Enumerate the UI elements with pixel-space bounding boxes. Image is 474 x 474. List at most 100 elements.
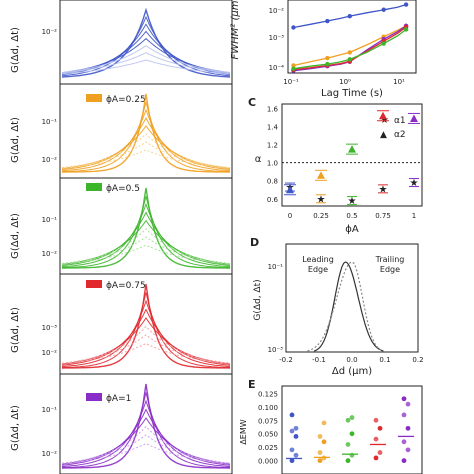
left-curves [61, 7, 231, 469]
peak-curve-3-7 [61, 342, 231, 365]
panel-e-point-0-6 [289, 412, 295, 418]
panel-c-xtick: 0 [288, 212, 292, 220]
legend-label-1: ϕA=1 [106, 394, 131, 404]
panel-d-label: D [250, 236, 259, 249]
panel-e-frame [281, 385, 423, 474]
panel-b-ytick-1: 10⁻² [269, 7, 285, 15]
panel-e-point-0-0 [289, 458, 295, 464]
peak-curve-0-4 [61, 37, 231, 74]
panel-e-marks: 0.000 0.025 0.050 0.075 0.100 0.125 [258, 390, 414, 466]
peak-curve-1-7 [61, 149, 231, 169]
left-ylabel-5: G(Δd, Δt) [10, 405, 21, 451]
panel-e-point-4-3 [405, 425, 411, 431]
peak-curve-1-6 [61, 141, 231, 169]
peak-curve-4-4 [61, 417, 231, 465]
panel-b-xtick-2: 10⁰ [339, 78, 351, 86]
panel-d-ylabel: G(Δd, Δt) [253, 279, 263, 320]
panel-e-ytick: 0.050 [258, 431, 278, 439]
panel-d-frame [285, 243, 419, 353]
panel-e-point-0-5 [293, 425, 299, 431]
panel-e-ylabel: ΔEMW [239, 419, 248, 444]
panel-c-legend-alpha2: α2 [394, 130, 406, 140]
peak-curve-3-2 [61, 299, 231, 368]
panel-c-label: C [248, 96, 256, 109]
panel-c-alpha2-2 [348, 145, 356, 153]
panel-c-xtick: 0.5 [346, 212, 357, 220]
peak-curve-2-7 [61, 244, 231, 265]
legend-label-075: ϕA=0.75 [106, 281, 146, 291]
peak-curve-3-4 [61, 317, 231, 365]
panel-c-legend-alpha1: α1 [394, 116, 406, 126]
panel-e-point-4-4 [401, 412, 407, 418]
panel-e-point-4-5 [405, 401, 411, 407]
panel-e-point-3-0 [373, 455, 379, 461]
panel-b-marks [291, 2, 409, 73]
panel-e-ytick: 0.025 [258, 444, 278, 452]
panel-e-point-4-6 [401, 396, 407, 402]
peak-curve-2-6 [61, 236, 231, 264]
left-tick-7: 10⁻² [42, 349, 58, 357]
peak-curve-3-5 [61, 325, 231, 364]
panel-c-xtick: 1 [412, 212, 416, 220]
peak-curve-2-1 [61, 196, 231, 269]
panel-b-point-blue-0 [291, 25, 296, 30]
panel-d: D G(Δd, Δt) 10⁻¹ 10⁻³ Δd (μm) Leading Edg… [250, 236, 424, 377]
legend-triangle-icon: ▲ [380, 130, 387, 140]
panel-b-point-green-2 [325, 61, 330, 67]
panel-c-marks: 0.60.81.01.21.41.600.250.50.751★★★★★ [267, 106, 422, 220]
peak-curve-4-0 [61, 383, 231, 469]
panel-c: C α ϕA ★ α1 ▲ α2 0.6 0.8 1.0 1.2 1.4 1.6 0 0.25… [248, 96, 423, 235]
panel-b-point-green-8 [403, 27, 409, 32]
panel-d-trailing-curve [307, 261, 384, 352]
panel-c-alpha1-1: ★ [317, 194, 326, 205]
panel-b-point-blue-6 [381, 7, 386, 12]
panel-d-leading-curve [313, 261, 384, 352]
panel-e-point-3-4 [373, 417, 379, 423]
panel-e-point-2-0 [345, 458, 351, 464]
panel-c-ytick: 0.8 [267, 178, 278, 186]
panel-c-ytick: 1.2 [267, 142, 278, 150]
panel-d-ytick-2: 10⁻³ [268, 346, 284, 354]
peak-curve-1-4 [61, 125, 231, 169]
panel-e-point-4-0 [401, 458, 407, 464]
panel-b-point-orange-4 [347, 50, 352, 55]
panel-e-point-1-4 [317, 434, 323, 439]
legend-swatch-green [86, 183, 102, 191]
panel-e-ytick: 0.000 [258, 458, 278, 466]
legend-phi-075: ϕA=0.75 [86, 280, 146, 291]
peak-curve-2-5 [61, 228, 231, 265]
panel-c-xtick: 0.25 [313, 212, 329, 220]
panel-e-point-1-3 [321, 439, 327, 445]
panel-c-ytick: 1.0 [267, 160, 278, 168]
peak-curve-4-7 [61, 442, 231, 465]
panel-b-xlabel: Lag Time (s) [321, 88, 383, 99]
legend-label-025: ϕA=0.25 [106, 95, 146, 105]
peak-curve-4-1 [61, 392, 231, 469]
panel-b-point-blue-4 [347, 13, 352, 19]
panel-e-point-2-5 [349, 415, 355, 420]
left-panel-5-frame [59, 373, 233, 474]
left-panels: G(Δd, Δt) G(Δd, Δt) G(Δd, Δt) G(Δd, Δt) … [10, 0, 233, 474]
panel-c-ytick: 1.4 [267, 124, 279, 132]
panel-b-ytick-2: 10⁻³ [269, 34, 285, 42]
panel-d-xtick: -0.1 [312, 356, 326, 364]
peak-curve-0-0 [61, 7, 231, 78]
panel-d-leading-label: Leading Edge [302, 255, 334, 274]
panel-d-xtick: -0.2 [279, 356, 293, 364]
legend-swatch-red [86, 280, 102, 288]
peak-curve-4-2 [61, 399, 231, 468]
panel-c-alpha2-4 [410, 114, 418, 122]
left-tick-2: 10⁻¹ [42, 118, 58, 126]
panel-c-ylabel: α [255, 154, 262, 165]
left-ylabel-3: G(Δd, Δt) [10, 213, 21, 259]
legend-phi-1: ϕA=1 [86, 393, 131, 404]
peak-curve-0-7 [61, 59, 231, 75]
left-ylabel-2: G(Δd, Δt) [10, 117, 21, 163]
panel-e-point-3-3 [377, 425, 383, 431]
panel-e-point-0-1 [293, 452, 299, 458]
peak-curve-2-4 [61, 219, 231, 265]
peak-curve-3-0 [61, 283, 231, 369]
peak-curve-1-2 [61, 108, 231, 172]
legend-phi-025: ϕA=0.25 [86, 94, 146, 105]
